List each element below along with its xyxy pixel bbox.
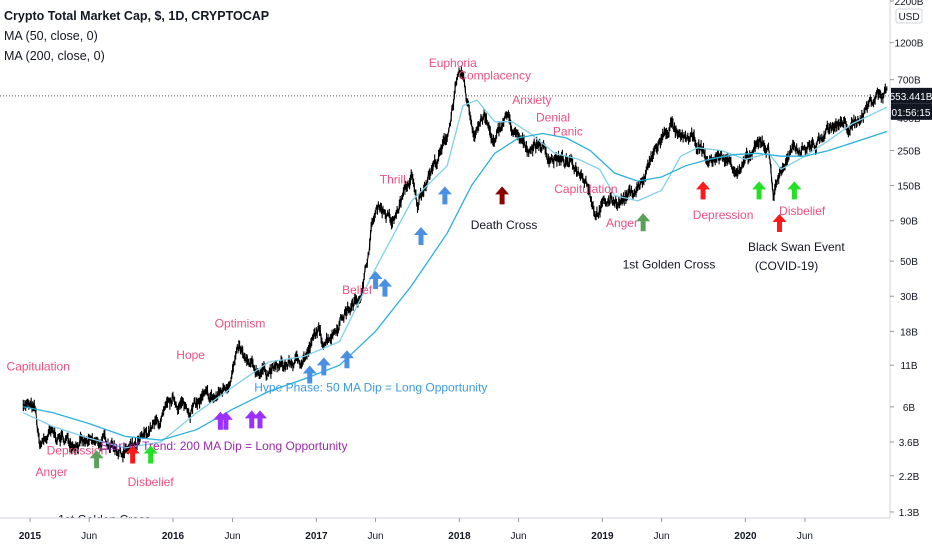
annotation-phase: Hope	[176, 348, 205, 362]
annotation-phase: Optimism	[215, 317, 266, 331]
arrow-blue-icon	[377, 278, 392, 297]
y-tick-label: 2.2B	[899, 472, 920, 483]
y-tick-label: 30B	[900, 292, 918, 303]
arrow-darkred-icon	[495, 186, 510, 205]
x-tick-label: 2015	[19, 531, 42, 542]
arrow-blue-icon	[316, 357, 331, 376]
ma200-line[interactable]	[23, 130, 888, 441]
countdown-tag	[891, 103, 932, 120]
currency-label: USD	[898, 12, 919, 23]
annotation-phase: Belief	[342, 283, 373, 297]
arrow-blue-icon	[413, 227, 428, 246]
countdown-value: 01:56:15	[892, 108, 931, 119]
annotation-hype: Hype Phase: 50 MA Dip = Long Opportunity	[254, 381, 487, 395]
arrow-blue-icon	[339, 350, 354, 369]
annotation-phase: Anger	[36, 465, 68, 479]
annotation-phase: Anxiety	[512, 93, 551, 107]
annotation-note: Black Swan Event	[748, 240, 845, 254]
x-tick-label: Jun	[797, 531, 813, 542]
annotation-phase: Capitulation	[554, 182, 617, 196]
time-scale-panel	[0, 518, 890, 550]
x-tick-label: Jun	[81, 531, 97, 542]
y-tick-label: 6B	[903, 403, 916, 414]
ma50-line[interactable]	[23, 99, 888, 449]
y-tick-label: 90B	[900, 217, 918, 228]
annotation-phase: Disbelief	[779, 204, 826, 218]
annotation-phase: Complacency	[458, 69, 531, 83]
y-tick-label: 1200B	[895, 39, 924, 50]
arrow-purple-icon	[252, 410, 267, 429]
y-tick-label: 11B	[900, 361, 917, 372]
price-line[interactable]	[22, 69, 888, 459]
arrow-olive-icon	[89, 450, 104, 469]
x-tick-label: 2016	[162, 531, 185, 542]
last-price-value: 553.441B	[890, 92, 932, 103]
annotation-phase: Depression	[47, 443, 108, 457]
arrow-purple-icon	[218, 411, 233, 430]
arrow-purple-icon	[244, 410, 259, 429]
annotation-phase: Disbelief	[128, 475, 175, 489]
arrow-red-icon	[696, 181, 711, 200]
x-tick-label: 2018	[448, 531, 471, 542]
annotation-note: 1st Golden Cross	[623, 257, 716, 271]
x-tick-label: Jun	[367, 531, 383, 542]
arrow-blue-icon	[302, 365, 317, 384]
arrow-blue-icon	[368, 270, 383, 289]
arrow-green-icon	[752, 181, 767, 200]
annotation-note: (COVID-19)	[755, 259, 818, 273]
arrow-olive-icon	[636, 213, 651, 232]
ma200-legend[interactable]: MA (200, close, 0)	[4, 49, 105, 63]
y-tick-label: 1.3B	[899, 508, 920, 519]
y-tick-label: 700B	[897, 76, 921, 87]
annotation-phase: Panic	[553, 125, 583, 139]
arrow-blue-icon	[437, 186, 452, 205]
currency-badge[interactable]	[895, 8, 923, 24]
x-tick-label: 2019	[591, 531, 614, 542]
annotation-phase: Euphoria	[429, 56, 477, 70]
y-tick-label: 3.6B	[899, 438, 920, 449]
annotation-trend: Start of Trend: 200 MA Dip = Long Opport…	[100, 439, 347, 453]
chart-title[interactable]: Crypto Total Market Cap, $, 1D, CRYPTOCA…	[4, 9, 270, 23]
x-tick-label: Jun	[510, 531, 526, 542]
annotation-phase: Depression	[693, 208, 754, 222]
y-tick-label: 250B	[897, 146, 921, 157]
annotation-phase: Anger	[606, 216, 638, 230]
annotation-note: Death Cross	[471, 218, 538, 232]
y-tick-label: 2200B	[895, 0, 924, 8]
last-price-tag	[891, 87, 932, 104]
arrow-red-icon	[125, 445, 140, 464]
y-tick-label: 18B	[900, 327, 918, 338]
chart-legend: Crypto Total Market Cap, $, 1D, CRYPTOCA…	[4, 6, 269, 66]
x-tick-label: 2020	[734, 531, 757, 542]
ma50-legend[interactable]: MA (50, close, 0)	[4, 29, 98, 43]
y-tick-label: 50B	[900, 257, 918, 268]
x-tick-label: Jun	[653, 531, 669, 542]
arrow-green-icon	[787, 181, 802, 200]
arrow-red-icon	[772, 214, 787, 233]
annotation-phase: Capitulation	[7, 359, 70, 373]
y-tick-label: 150B	[897, 182, 921, 193]
x-tick-label: Jun	[224, 531, 240, 542]
x-tick-label: 2017	[305, 531, 328, 542]
annotation-phase: Denial	[536, 111, 570, 125]
annotation-phase: Thrill	[380, 172, 406, 186]
arrow-green-icon	[143, 445, 158, 464]
